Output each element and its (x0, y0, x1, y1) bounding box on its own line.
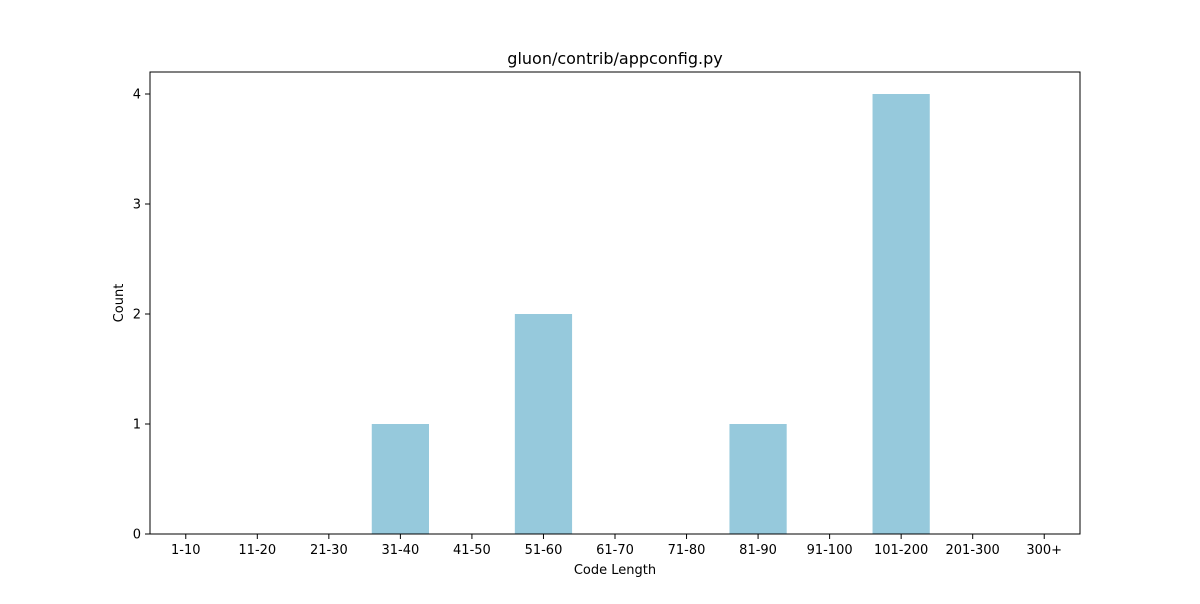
y-tick-label: 4 (133, 88, 141, 103)
x-tick-label: 300+ (1026, 543, 1062, 558)
x-tick-label: 201-300 (946, 543, 1000, 558)
bar-51-60 (514, 314, 573, 534)
y-tick-label: 1 (133, 418, 141, 433)
y-axis-ticks: 0 1 2 3 4 (133, 88, 150, 543)
bar-31-40 (371, 424, 429, 534)
y-axis-label: Count (112, 284, 127, 323)
x-tick-label: 51-60 (525, 543, 563, 558)
x-tick-label: 71-80 (668, 543, 706, 558)
x-tick-label: 31-40 (381, 543, 419, 558)
x-tick-label: 21-30 (310, 543, 348, 558)
x-axis-ticks: 1-10 11-20 21-30 31-40 41-50 51-60 61-70 71-80 8… (171, 534, 1062, 558)
chart-title: gluon/contrib/appconfig.py (507, 49, 722, 68)
y-tick-label: 2 (133, 308, 141, 323)
y-tick-label: 3 (133, 198, 141, 213)
bar-101-200 (872, 94, 930, 534)
bar-81-90 (729, 424, 787, 534)
x-tick-label: 101-200 (874, 543, 928, 558)
x-tick-label: 61-70 (596, 543, 634, 558)
x-tick-label: 91-100 (807, 543, 853, 558)
x-tick-label: 41-50 (453, 543, 491, 558)
y-tick-label: 0 (133, 528, 141, 543)
x-tick-label: 11-20 (238, 543, 276, 558)
x-tick-label: 81-90 (739, 543, 777, 558)
x-tick-label: 1-10 (171, 543, 201, 558)
plot-frame (149, 71, 1081, 535)
x-axis-label: Code Length (574, 563, 656, 578)
bars-group (371, 94, 930, 534)
